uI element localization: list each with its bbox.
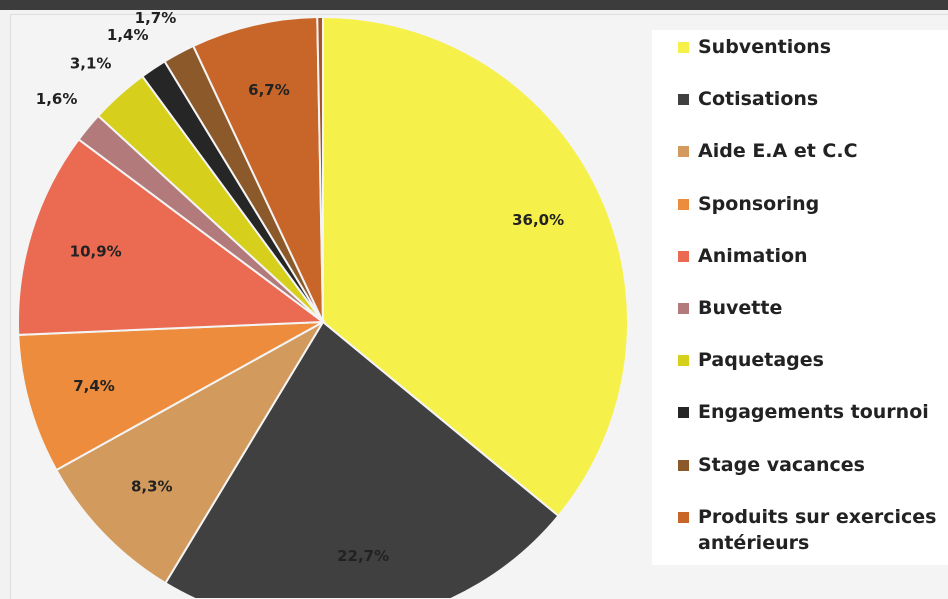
top-bar [0,0,948,10]
legend-item: Animation [678,243,948,269]
legend-label: Engagements tournoi [698,401,929,424]
legend-swatch [678,198,689,210]
legend-item: Subventions [678,34,948,60]
legend-label: Produits sur exercices antérieurs [698,505,937,554]
pie-slice [17,321,324,472]
legend-item: Aide E.A et C.C [678,138,948,164]
legend-item: Buvette [678,295,948,321]
legend-swatch [678,250,689,262]
data-label: 10,9% [70,242,122,260]
legend-item: Paquetages [678,347,948,373]
legend-label: Aide E.A et C.C [698,140,858,163]
data-label: 1,7% [135,9,177,27]
data-label: 6,7% [248,81,290,99]
legend-label: Subventions [698,36,832,58]
data-label: 8,3% [131,478,173,496]
legend-swatch [678,42,689,53]
legend-swatch [678,407,689,419]
legend-label: Animation [698,244,808,267]
legend-item: Produits sur exercices antérieurs [678,504,948,556]
legend-label: Stage vacances [698,453,865,476]
data-label: 36,0% [512,211,564,229]
pie-slice [54,319,326,585]
legend: Subventions Cotisations Aide E.A et C.C Spo… [652,30,948,565]
legend-label: Sponsoring [698,192,820,215]
legend-item: Sponsoring [678,191,948,217]
legend-item: Engagements tournoi [678,399,948,425]
legend-label: Paquetages [698,349,824,372]
legend-swatch [678,94,689,106]
pie-slice [316,15,324,323]
legend-swatch [678,146,689,158]
data-label: 1,6% [36,90,78,108]
legend-item: Cotisations [678,86,948,112]
data-label: 22,7% [337,547,389,565]
pie-slice [322,15,629,518]
legend-swatch [678,303,689,314]
data-label: 3,1% [70,55,112,73]
legend-item: Stage vacances [678,452,948,478]
pie-slice [191,16,324,323]
data-label: 7,4% [73,377,115,395]
pie-slice [17,138,326,336]
legend-label: Cotisations [698,88,819,111]
data-label: 1,4% [107,26,149,44]
legend-swatch [678,355,689,367]
legend-label: Buvette [698,297,783,319]
pie-slice [164,320,560,598]
legend-swatch [678,459,689,471]
legend-swatch [678,511,689,523]
